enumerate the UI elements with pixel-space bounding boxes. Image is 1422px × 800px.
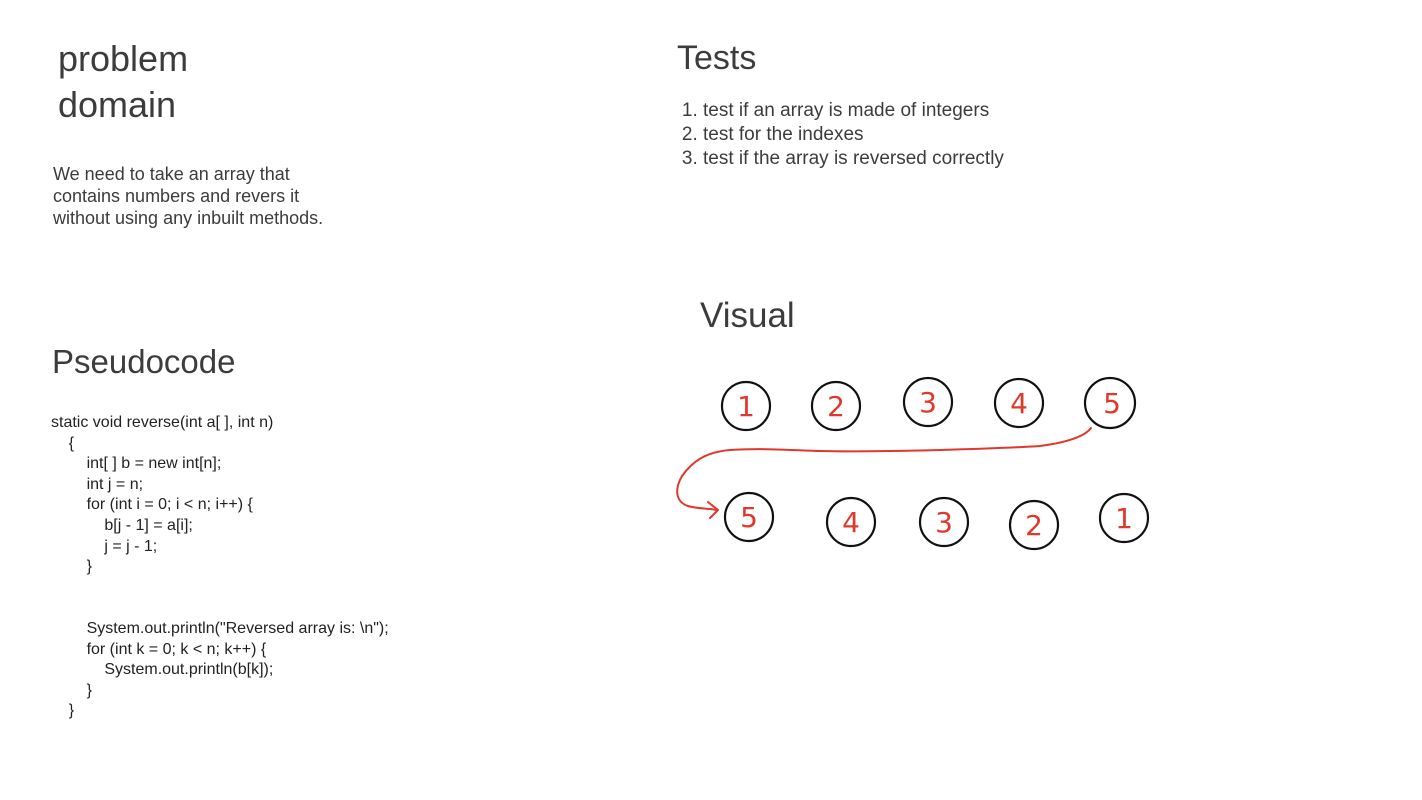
element-circle bbox=[1098, 492, 1150, 544]
code-line: int j = n; bbox=[51, 475, 144, 493]
test-item-2: test for the indexes bbox=[703, 123, 1004, 147]
original-element: 2 bbox=[810, 380, 862, 432]
pseudocode-title: Pseudocode bbox=[52, 343, 236, 380]
pseudocode-block: static void reverse(int a[ ], int n) { i… bbox=[51, 413, 389, 722]
original-element: 1 bbox=[720, 380, 772, 432]
element-digit: 5 bbox=[740, 501, 758, 534]
code-line: static void reverse(int a[ ], int n) bbox=[51, 414, 274, 431]
code-line: } bbox=[51, 558, 92, 576]
reversed-element: 1 bbox=[1098, 492, 1150, 544]
element-digit: 3 bbox=[919, 386, 937, 419]
element-circle bbox=[825, 496, 877, 548]
element-circle bbox=[720, 380, 772, 432]
code-line: j = j - 1; bbox=[51, 537, 158, 555]
element-digit: 3 bbox=[935, 506, 953, 539]
element-circle bbox=[918, 496, 970, 548]
element-digit: 1 bbox=[1115, 502, 1133, 535]
reversed-element: 4 bbox=[825, 496, 877, 548]
element-circle bbox=[810, 380, 862, 432]
arrow-head bbox=[707, 501, 719, 519]
reverse-arrow bbox=[676, 427, 1092, 511]
element-digit: 2 bbox=[827, 390, 845, 423]
reversed-element: 2 bbox=[1008, 499, 1060, 551]
element-circle bbox=[723, 491, 775, 543]
original-element: 5 bbox=[1083, 376, 1137, 430]
code-line: } bbox=[51, 702, 75, 720]
test-item-1: test if an array is made of integers bbox=[703, 99, 1004, 123]
element-circle bbox=[1083, 376, 1137, 430]
problem-domain-description: We need to take an array that contains n… bbox=[53, 164, 324, 228]
code-line: for (int k = 0; k < n; k++) { bbox=[51, 640, 267, 658]
element-digit: 4 bbox=[1010, 387, 1028, 420]
element-digit: 4 bbox=[842, 506, 860, 539]
reversed-element: 5 bbox=[723, 491, 775, 543]
original-element: 3 bbox=[902, 376, 954, 428]
code-line: } bbox=[51, 681, 92, 699]
tests-list: test if an array is made of integers tes… bbox=[677, 99, 1004, 171]
code-line: System.out.println("Reversed array is: \… bbox=[51, 619, 389, 637]
problem-domain-title: problem domain bbox=[58, 38, 189, 125]
code-line: b[j - 1] = a[i]; bbox=[51, 516, 193, 534]
element-circle bbox=[993, 377, 1045, 429]
code-line: System.out.println(b[k]); bbox=[51, 661, 274, 679]
element-digit: 1 bbox=[737, 390, 755, 423]
original-array: 1 2 3 4 5 bbox=[720, 376, 1137, 432]
element-circle bbox=[902, 376, 954, 428]
tests-title: Tests bbox=[677, 39, 757, 77]
reversed-element: 3 bbox=[918, 496, 970, 548]
code-line: int[ ] b = new int[n]; bbox=[51, 455, 222, 473]
element-digit: 5 bbox=[1103, 387, 1121, 420]
element-digit: 2 bbox=[1025, 509, 1043, 542]
original-element: 4 bbox=[993, 377, 1045, 429]
test-item-3: test if the array is reversed correctly bbox=[703, 147, 1004, 171]
reversed-array: 5 4 3 2 1 bbox=[723, 491, 1150, 551]
code-line: { bbox=[51, 434, 75, 452]
visual-title: Visual bbox=[700, 296, 795, 335]
element-circle bbox=[1008, 499, 1060, 551]
code-line: for (int i = 0; i < n; i++) { bbox=[51, 496, 253, 514]
